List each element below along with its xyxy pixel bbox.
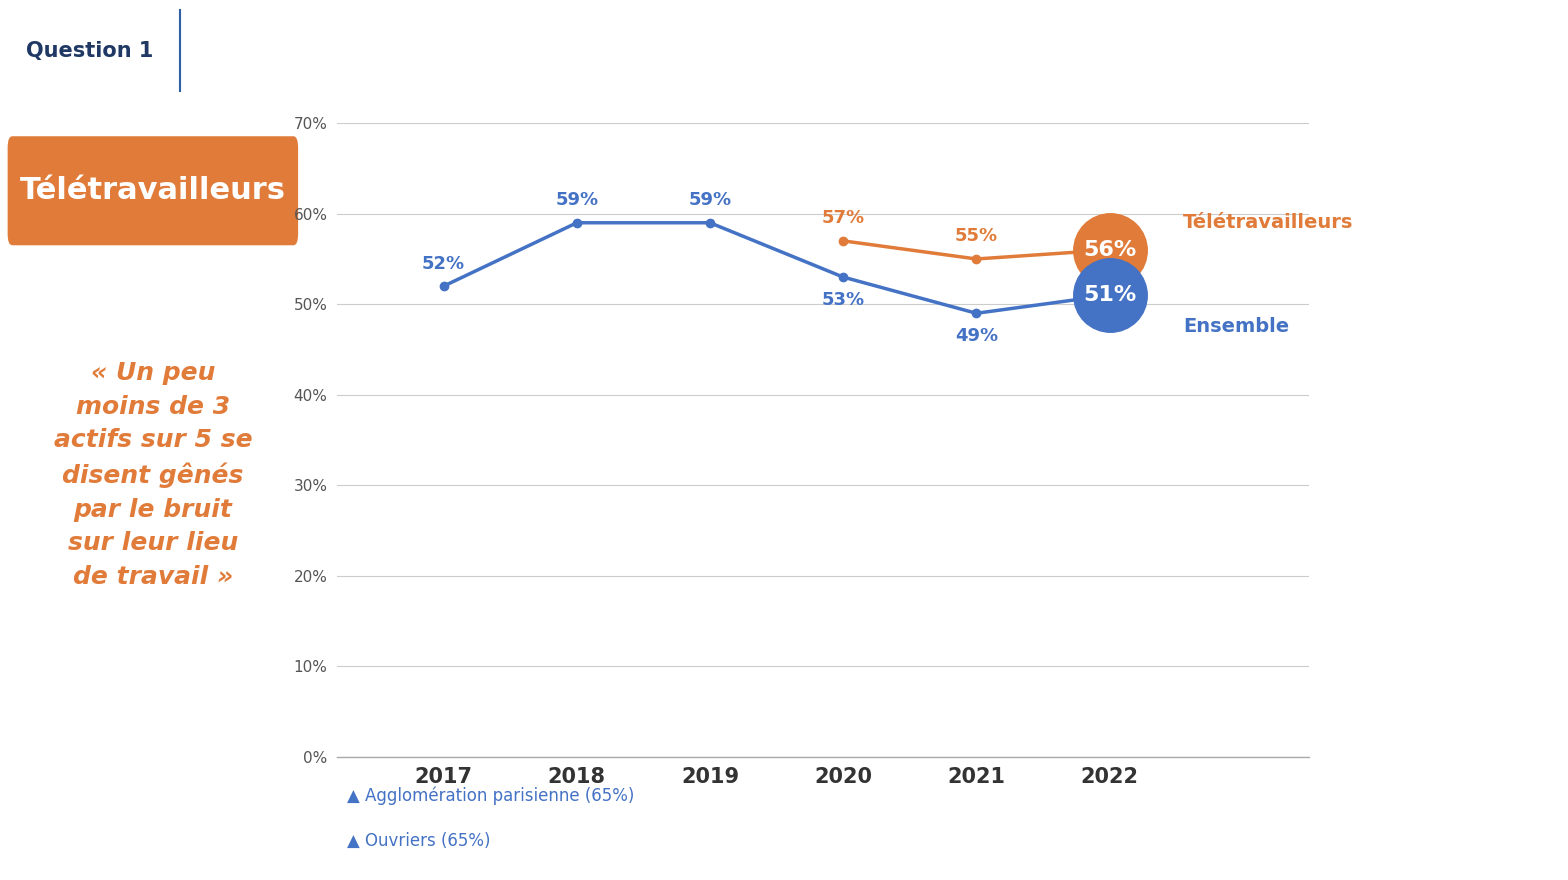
- Text: Question 1: Question 1: [25, 40, 154, 61]
- Text: 57%: 57%: [822, 209, 864, 227]
- Text: 59%: 59%: [555, 191, 599, 209]
- Text: Télétravailleurs: Télétravailleurs: [1182, 213, 1353, 232]
- FancyBboxPatch shape: [8, 136, 298, 246]
- Point: [1098, 288, 1123, 302]
- Text: 49%: 49%: [955, 326, 997, 345]
- Text: ifop: ifop: [1338, 39, 1391, 62]
- Text: 56%: 56%: [1083, 240, 1137, 260]
- Point: [1098, 243, 1123, 257]
- Text: ASSOCIATION: ASSOCIATION: [1469, 70, 1526, 78]
- Text: Etes-vous personnellement gêné(e) par le bruit: Etes-vous personnellement gêné(e) par le…: [204, 26, 728, 46]
- Text: 52%: 52%: [422, 254, 466, 273]
- Text: 51%: 51%: [1083, 285, 1137, 305]
- Text: JNA: JNA: [1479, 32, 1516, 51]
- Text: Ensemble: Ensemble: [1182, 318, 1289, 336]
- Text: 59%: 59%: [688, 191, 732, 209]
- Text: 53%: 53%: [822, 290, 864, 309]
- Text: « Un peu
moins de 3
actifs sur 5 se
disent gênés
par le bruit
sur leur lieu
de t: « Un peu moins de 3 actifs sur 5 se dise…: [53, 362, 252, 589]
- Text: et les nuisances sonores sur votre lieu de travail ?: et les nuisances sonores sur votre lieu …: [204, 63, 759, 83]
- Text: Télétravailleurs: Télétravailleurs: [20, 176, 285, 205]
- Text: ▲ Ouvriers (65%): ▲ Ouvriers (65%): [347, 832, 491, 849]
- Text: ▲ Agglomération parisienne (65%): ▲ Agglomération parisienne (65%): [347, 787, 633, 805]
- Text: 55%: 55%: [955, 227, 997, 246]
